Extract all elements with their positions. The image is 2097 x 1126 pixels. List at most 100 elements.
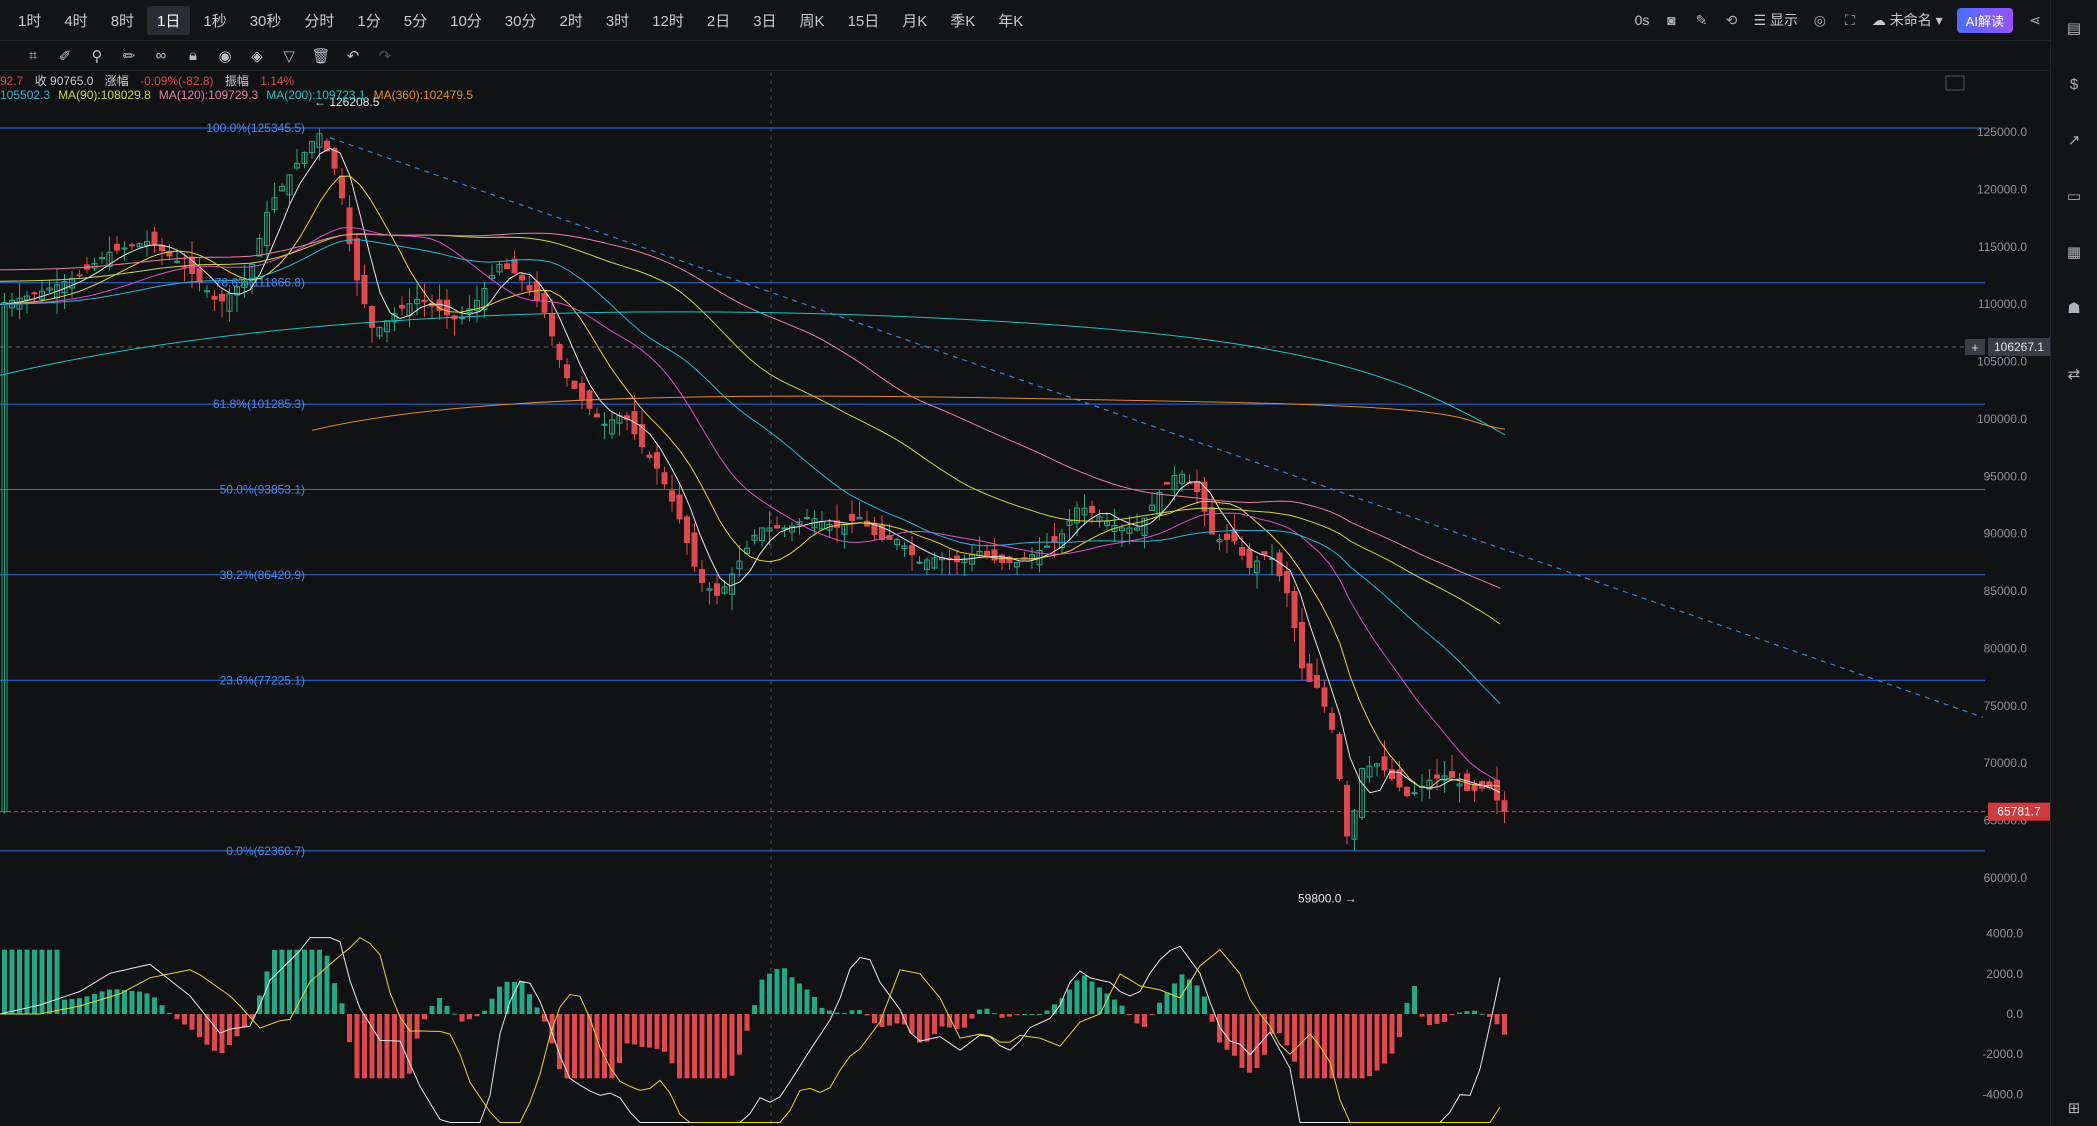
last-price-box xyxy=(1988,802,2050,821)
timeframe-14[interactable]: 2日 xyxy=(706,12,731,30)
magnet-icon[interactable]: ∞ xyxy=(155,47,167,64)
candle-body-160 xyxy=(1201,481,1208,512)
macd-bar-161 xyxy=(1209,1014,1215,1022)
macd-bar-176 xyxy=(1322,1014,1327,1079)
macd-bar-24 xyxy=(182,1014,187,1025)
candle-body-98 xyxy=(736,560,743,570)
settings-icon[interactable]: ◎ xyxy=(1813,12,1826,28)
macd-bar-183 xyxy=(1374,1014,1380,1071)
macd-bar-43 xyxy=(324,955,330,1014)
timeframe-13[interactable]: 12时 xyxy=(652,12,684,30)
order-book-icon[interactable]: ▤ xyxy=(2066,20,2082,37)
candle-body-68 xyxy=(511,258,518,274)
macd-bar-113 xyxy=(849,1010,855,1014)
fullscreen-icon[interactable]: ⛶ xyxy=(1844,12,1855,28)
timeframe-16[interactable]: 周K xyxy=(799,12,825,30)
filter-icon[interactable]: ▽ xyxy=(283,47,295,65)
macd-bar-35 xyxy=(264,971,270,1014)
macd-bar-27 xyxy=(204,1014,210,1045)
macd-bar-79 xyxy=(594,1014,600,1079)
right-side-panel: ▤ $ ↗ ▭ ▦ ☗ ⇄ ⊞ xyxy=(2050,0,2097,1126)
timeframe-1[interactable]: 4时 xyxy=(64,12,88,30)
trend-line xyxy=(329,137,1984,718)
change-label: 涨幅 xyxy=(104,74,129,88)
macd-bar-12 xyxy=(92,993,97,1014)
eye-icon[interactable]: ◉ xyxy=(218,47,232,65)
layout-selector[interactable]: ☁ 未命名 ▾ xyxy=(1871,12,1943,28)
expand-icon[interactable]: ⊞ xyxy=(2067,1100,2081,1117)
robot-icon[interactable]: ☗ xyxy=(2067,300,2081,317)
fib-label-5: 23.6%(77225.1) xyxy=(220,673,305,687)
layers-icon[interactable]: ◈ xyxy=(251,47,263,65)
candle-body-59 xyxy=(444,299,450,316)
amp-value: 1.14% xyxy=(260,74,295,88)
undo-icon[interactable]: ↶ xyxy=(346,47,360,65)
timeframe-12[interactable]: 3时 xyxy=(605,12,630,30)
crop-icon[interactable]: ⌗ xyxy=(28,47,38,64)
share-icon[interactable]: ⋖ xyxy=(2029,12,2041,28)
candle-body-174 xyxy=(1306,663,1313,683)
timeframe-10[interactable]: 30分 xyxy=(504,12,537,30)
macd-bar-0 xyxy=(2,949,7,1014)
trend-icon[interactable]: ↗ xyxy=(2067,132,2081,149)
lock-icon[interactable]: 🔒︎ xyxy=(189,47,197,64)
macd-bar-145 xyxy=(1089,981,1095,1014)
redo-icon[interactable]: ↷ xyxy=(378,47,392,65)
ruler-icon[interactable]: ✐ xyxy=(58,47,72,65)
candle-body-168 xyxy=(1261,551,1268,556)
display-button[interactable]: ☰ 显示 xyxy=(1753,12,1798,28)
timeframe-9[interactable]: 10分 xyxy=(450,12,482,30)
timeframe-17[interactable]: 15日 xyxy=(847,12,880,30)
candle-body-104 xyxy=(781,527,788,530)
timeframe-3[interactable]: 1日 xyxy=(147,5,191,35)
timeframe-19[interactable]: 季K xyxy=(950,12,976,30)
timeframe-8[interactable]: 5分 xyxy=(403,12,428,30)
macd-bar-193 xyxy=(1449,1014,1455,1015)
candle-body-38 xyxy=(286,174,293,196)
candle-body-72 xyxy=(541,293,548,313)
change-value: -0.09%(-82.8) xyxy=(140,74,214,88)
timeframe-4[interactable]: 1秒 xyxy=(203,12,227,30)
swap-icon[interactable]: ⇄ xyxy=(2067,366,2081,383)
ma-legend-1: MA(90):108029.8 xyxy=(58,88,151,102)
timeframe-18[interactable]: 月K xyxy=(902,12,928,30)
timeframe-6[interactable]: 分时 xyxy=(304,12,335,30)
macd-bar-175 xyxy=(1314,1014,1320,1079)
trash-icon[interactable]: 🗑︎ xyxy=(311,47,331,65)
timeframe-11[interactable]: 2时 xyxy=(559,12,583,30)
macd-tick-2: 0.0 xyxy=(2006,1007,2023,1021)
ai-button[interactable]: AI解读 xyxy=(1956,7,2013,33)
magnifier-icon[interactable]: ⚲ xyxy=(91,47,103,65)
refresh-icon[interactable]: ⟲ xyxy=(1725,12,1738,28)
macd-bar-85 xyxy=(639,1014,645,1047)
candle-body-34 xyxy=(256,237,263,257)
macd-bar-2 xyxy=(17,949,22,1014)
candle-body-27 xyxy=(204,290,210,293)
candle-body-187 xyxy=(1404,786,1410,797)
macd-bar-16 xyxy=(122,990,127,1014)
macd-bar-5 xyxy=(39,949,45,1014)
macd-bar-61 xyxy=(459,1014,465,1022)
candle-body-20 xyxy=(151,231,158,246)
macd-bar-98 xyxy=(737,1014,742,1055)
candle-body-188 xyxy=(1411,792,1418,795)
pencil-icon[interactable]: ✎ xyxy=(1695,12,1708,28)
timeframe-2[interactable]: 8时 xyxy=(110,12,135,30)
calendar-icon[interactable]: ▦ xyxy=(2066,244,2082,261)
timeframe-20[interactable]: 年K xyxy=(998,12,1024,30)
monitor-icon[interactable]: ▭ xyxy=(2066,188,2082,205)
timeframe-15[interactable]: 3日 xyxy=(753,12,777,30)
timeframe-7[interactable]: 1分 xyxy=(357,12,381,30)
timeframe-5[interactable]: 30秒 xyxy=(249,12,282,30)
timeframe-0[interactable]: 1时 xyxy=(18,12,42,30)
price-chart[interactable]: 100.0%(125345.5) 78.6%(111866.8) 61.8%(101… xyxy=(0,72,2050,1126)
macd-bar-13 xyxy=(99,991,105,1014)
camera-icon[interactable]: ◙ xyxy=(1667,12,1676,28)
macd-bar-110 xyxy=(827,1010,832,1014)
macd-bar-36 xyxy=(272,949,277,1014)
candle-body-95 xyxy=(714,583,720,596)
top-right-tools: 0s ◙ ✎ ⟲ ☰ 显示 ◎ ⛶ ☁ 未命名 ▾ AI解读 ⋖ xyxy=(1635,0,2051,40)
dollar-icon[interactable]: $ xyxy=(2069,76,2079,93)
brush-icon[interactable]: ✏ xyxy=(122,47,136,65)
macd-bar-125 xyxy=(939,1014,945,1027)
